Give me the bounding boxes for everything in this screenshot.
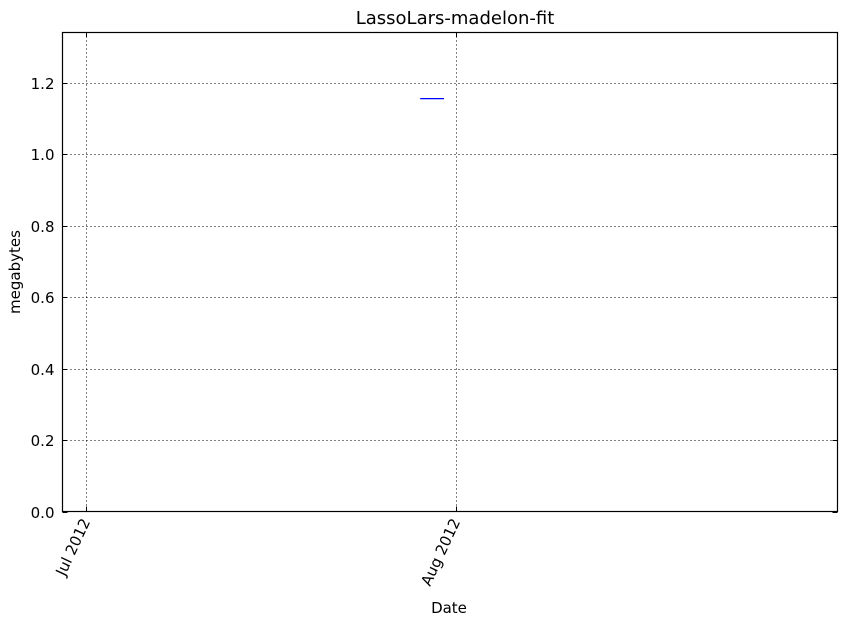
y-tick-label: 0.2 [31,432,55,450]
y-axis-label: megabytes [6,230,24,314]
x-axis-label: Date [431,599,467,617]
y-tick-label: 0.8 [31,218,55,236]
y-tick-label: 1.2 [31,75,55,93]
plot-frame [61,31,839,513]
chart-title: LassoLars-madelon-fit [356,8,555,29]
y-tick-label: 1.0 [31,146,55,164]
y-tick-label: 0.4 [31,361,55,379]
y-tick-label: 0.6 [31,289,55,307]
y-tick-label: 0.0 [31,504,55,522]
